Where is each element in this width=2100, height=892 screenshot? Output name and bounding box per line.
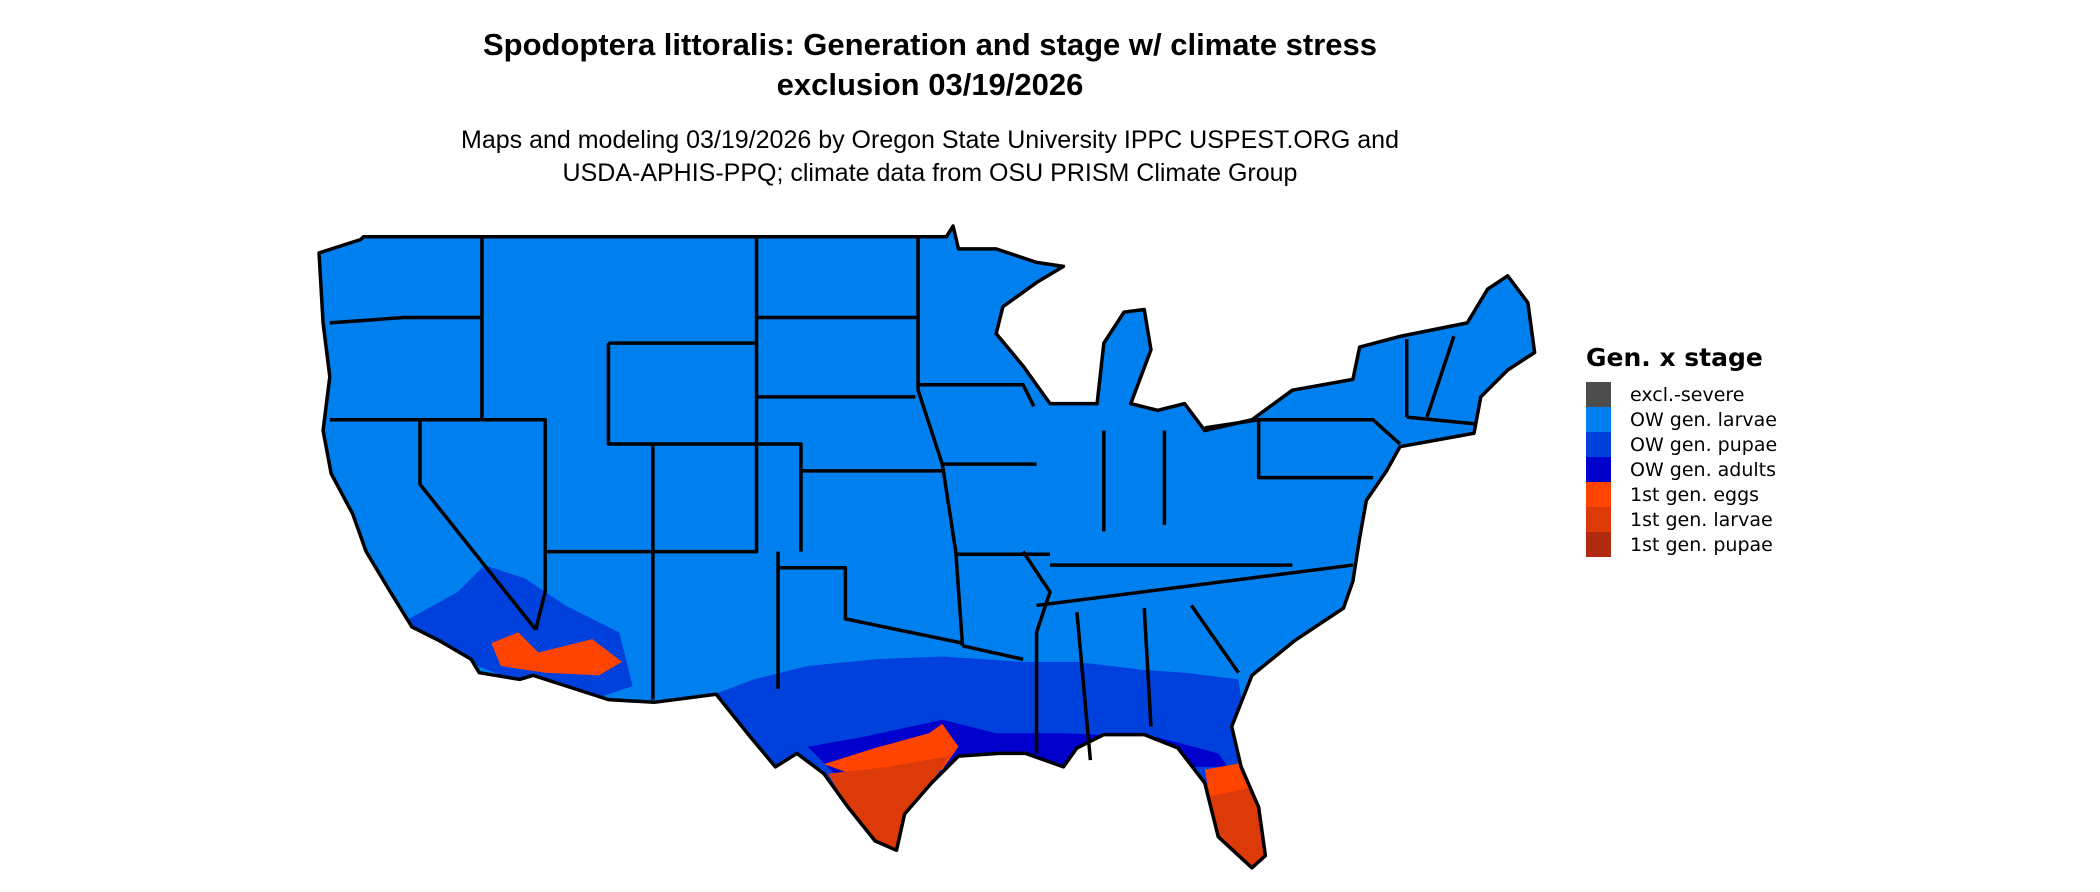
zone-1st-gen-eggs-arizona	[491, 632, 622, 676]
state-boundaries	[317, 224, 1537, 870]
zone-1st-gen-larvae-florida	[1208, 787, 1266, 868]
legend-item: OW gen. pupae	[1586, 432, 1777, 457]
legend-label: OW gen. larvae	[1630, 408, 1777, 431]
legend-swatch	[1586, 532, 1611, 557]
legend-item: excl.-severe	[1586, 382, 1777, 407]
map-title-line2: exclusion 03/19/2026	[776, 67, 1084, 102]
legend-label: 1st gen. larvae	[1630, 508, 1773, 531]
legend-swatch	[1586, 482, 1611, 507]
legend-swatch	[1586, 457, 1611, 482]
legend-label: OW gen. pupae	[1630, 433, 1778, 456]
legend: Gen. x stage excl.-severe OW gen. larvae O…	[1586, 343, 1777, 557]
legend-label: 1st gen. pupae	[1630, 533, 1773, 556]
legend-item: 1st gen. larvae	[1586, 507, 1777, 532]
legend-swatch	[1586, 432, 1611, 457]
legend-swatch	[1586, 407, 1611, 432]
legend-label: excl.-severe	[1630, 383, 1745, 406]
legend-item: 1st gen. eggs	[1586, 482, 1777, 507]
map-subtitle-line1: Maps and modeling 03/19/2026 by Oregon S…	[461, 126, 1399, 154]
legend-label: OW gen. adults	[1630, 458, 1777, 481]
zone-1st-gen-larvae-texas	[827, 756, 950, 851]
legend-item: OW gen. larvae	[1586, 407, 1777, 432]
legend-items: excl.-severe OW gen. larvae OW gen. pupae O…	[1586, 382, 1777, 557]
zone-ow-pupae	[673, 656, 1246, 868]
legend-swatch	[1586, 507, 1611, 532]
legend-label: 1st gen. eggs	[1630, 483, 1760, 506]
legend-item: OW gen. adults	[1586, 457, 1777, 482]
map-subtitle-line2: USDA-APHIS-PPQ; climate data from OSU PR…	[562, 159, 1298, 187]
legend-item: 1st gen. pupae	[1586, 532, 1777, 557]
legend-title: Gen. x stage	[1586, 343, 1763, 372]
legend-swatch	[1586, 382, 1611, 407]
map-title-line1: Spodoptera littoralis: Generation and st…	[482, 27, 1378, 62]
